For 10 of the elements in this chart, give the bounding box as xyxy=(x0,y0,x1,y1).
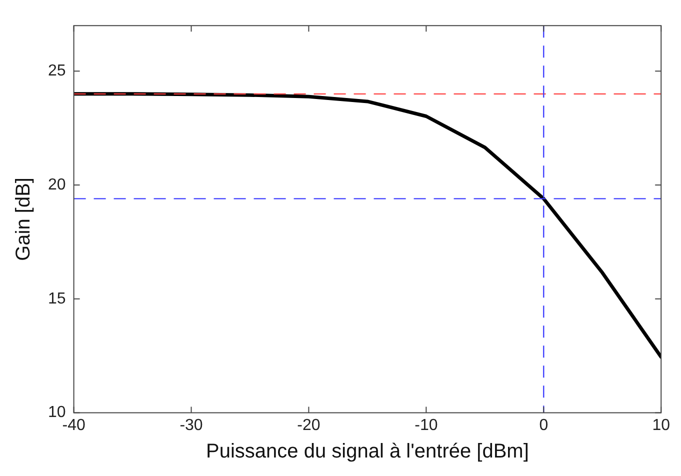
x-axis-title: Puissance du signal à l'entrée [dBm] xyxy=(206,440,529,463)
y-tick-label: 25 xyxy=(48,62,66,80)
x-tick-label: -10 xyxy=(414,416,438,434)
y-tick-label: 20 xyxy=(48,176,66,194)
y-tick-label: 15 xyxy=(48,290,66,308)
x-tick-label: -30 xyxy=(180,416,203,434)
y-axis-title: Gain [dB] xyxy=(12,178,35,261)
x-tick-label: 10 xyxy=(652,416,670,434)
x-tick-label: 0 xyxy=(539,416,548,434)
x-tick-label: -20 xyxy=(297,416,320,434)
